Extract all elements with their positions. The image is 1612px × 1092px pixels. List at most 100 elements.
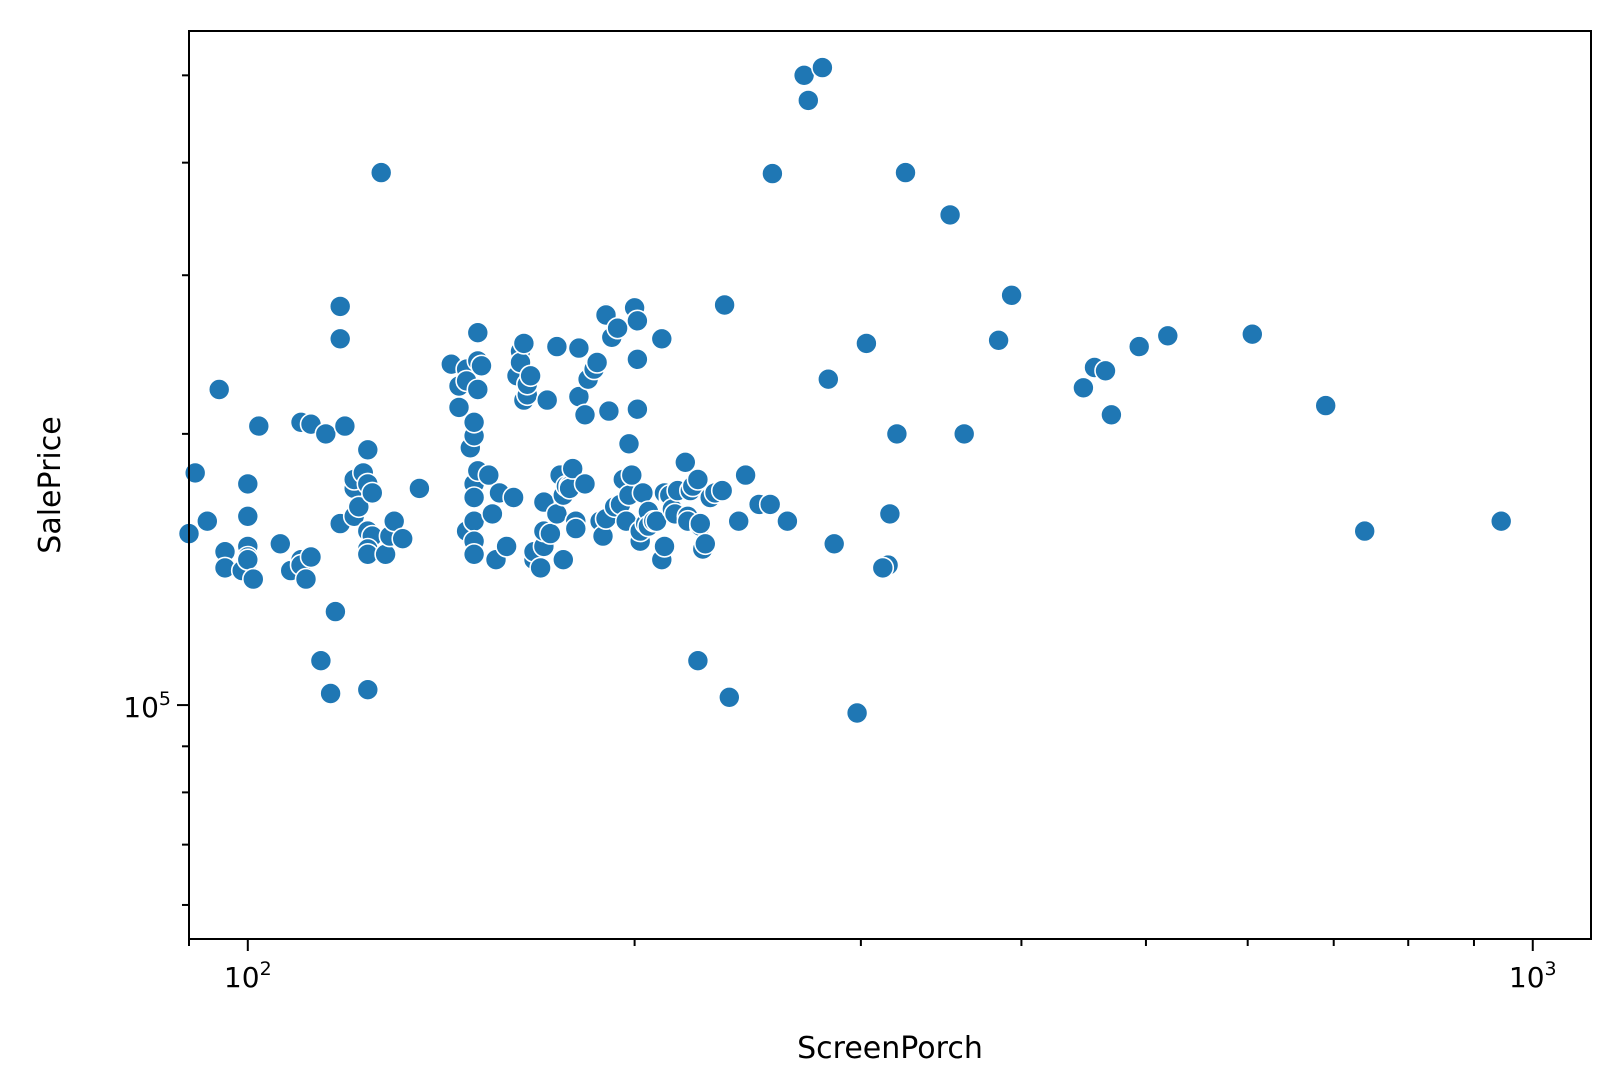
data-point-169 <box>796 89 820 112</box>
data-point-0 <box>207 378 231 401</box>
data-point-90 <box>539 522 562 545</box>
data-point-30 <box>333 414 357 438</box>
data-point-37 <box>356 438 380 462</box>
data-point-102 <box>564 517 588 540</box>
data-point-42 <box>356 678 380 702</box>
y-tick-label-0: 105 <box>123 688 171 724</box>
data-point-15 <box>268 532 292 556</box>
data-point-181 <box>952 422 976 446</box>
data-point-127 <box>626 347 649 371</box>
data-point-79 <box>512 332 536 355</box>
y-axis-label: SalePrice <box>33 416 68 553</box>
data-point-139 <box>653 535 676 558</box>
tick-labels: 102 103 105 <box>123 688 1556 994</box>
data-point-180 <box>938 203 962 227</box>
data-point-160 <box>713 293 736 317</box>
data-point-178 <box>885 422 909 446</box>
data-point-124 <box>620 463 644 487</box>
data-points <box>177 56 1513 725</box>
data-point-128 <box>626 397 649 421</box>
axis-ticks <box>177 74 1534 951</box>
data-point-44 <box>369 161 393 184</box>
data-point-27 <box>328 295 352 318</box>
data-point-21 <box>294 567 318 591</box>
data-point-162 <box>727 509 751 533</box>
data-point-91 <box>545 335 569 358</box>
data-point-176 <box>871 556 895 580</box>
data-point-165 <box>758 493 782 516</box>
data-point-103 <box>567 336 591 360</box>
data-point-174 <box>855 332 878 355</box>
data-point-177 <box>878 502 902 526</box>
data-point-85 <box>529 556 552 580</box>
data-point-99 <box>561 457 585 480</box>
data-point-179 <box>894 161 917 184</box>
data-point-95 <box>551 548 575 572</box>
data-point-64 <box>466 321 490 345</box>
data-point-115 <box>597 399 621 423</box>
data-point-152 <box>686 468 710 491</box>
data-point-188 <box>1127 335 1151 358</box>
data-point-49 <box>408 477 431 500</box>
data-point-25 <box>319 682 342 705</box>
data-point-126 <box>626 309 649 333</box>
data-point-193 <box>1489 509 1513 533</box>
data-point-28 <box>328 327 352 351</box>
data-point-60 <box>462 486 486 509</box>
data-point-7 <box>236 504 260 528</box>
data-point-137 <box>650 327 674 351</box>
data-point-1 <box>183 461 207 485</box>
data-point-69 <box>477 463 501 487</box>
data-point-156 <box>693 532 717 556</box>
data-point-48 <box>391 527 415 551</box>
data-point-24 <box>314 422 338 446</box>
data-point-12 <box>236 548 260 572</box>
data-point-63 <box>462 542 486 566</box>
data-point-187 <box>1100 403 1123 427</box>
x-axis-label: ScreenPorch <box>797 1031 983 1066</box>
data-point-184 <box>1072 376 1095 400</box>
data-point-58 <box>462 410 486 434</box>
data-point-105 <box>573 403 597 427</box>
data-point-192 <box>1353 519 1376 543</box>
data-point-118 <box>606 316 629 340</box>
data-point-14 <box>247 414 271 438</box>
data-point-190 <box>1241 322 1264 346</box>
data-point-2 <box>196 509 219 533</box>
data-point-172 <box>822 532 846 556</box>
data-point-151 <box>686 649 710 673</box>
data-point-161 <box>717 685 741 709</box>
data-point-167 <box>776 509 799 533</box>
data-point-154 <box>688 512 712 535</box>
data-point-34 <box>347 495 371 519</box>
data-point-166 <box>761 162 784 185</box>
data-point-68 <box>470 354 493 378</box>
data-point-92 <box>545 502 569 526</box>
data-point-171 <box>816 367 840 391</box>
data-point-82 <box>519 364 542 388</box>
data-point-74 <box>502 486 525 509</box>
plot-frame <box>188 30 1592 940</box>
data-point-123 <box>617 432 641 456</box>
data-point-191 <box>1314 394 1337 417</box>
data-point-73 <box>495 535 518 558</box>
x-tick-label-1: 103 <box>1509 958 1557 994</box>
data-point-189 <box>1156 324 1180 348</box>
data-point-109 <box>585 351 609 374</box>
data-point-6 <box>236 472 260 496</box>
data-point-26 <box>324 600 347 623</box>
data-point-183 <box>1000 283 1023 307</box>
data-point-159 <box>710 479 734 502</box>
data-point-89 <box>535 388 559 412</box>
data-point-186 <box>1094 359 1117 383</box>
data-point-131 <box>631 481 655 505</box>
data-point-146 <box>673 450 697 474</box>
data-point-106 <box>573 472 597 496</box>
data-point-67 <box>466 378 490 401</box>
data-point-170 <box>811 56 834 79</box>
data-point-43 <box>360 481 384 505</box>
data-point-173 <box>845 701 869 725</box>
data-point-13 <box>242 567 265 591</box>
